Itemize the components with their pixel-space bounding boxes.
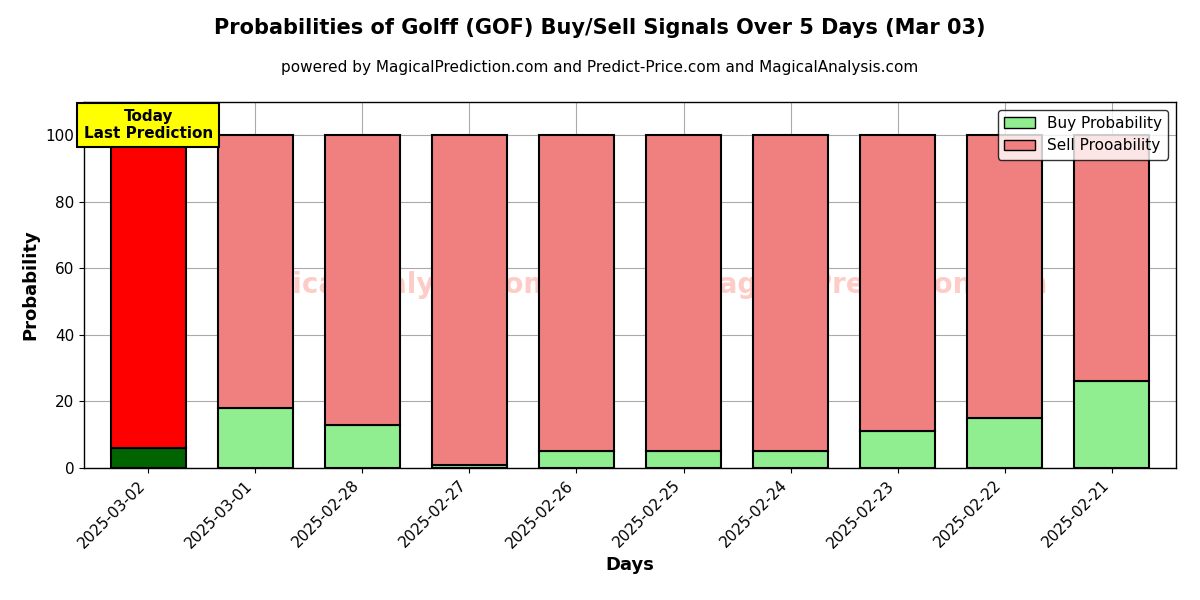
Bar: [967, 135, 1042, 418]
Text: MagicalPrediction.com: MagicalPrediction.com: [692, 271, 1049, 299]
Y-axis label: Probability: Probability: [22, 230, 40, 340]
Bar: [1074, 382, 1150, 468]
Bar: [860, 135, 935, 431]
Text: powered by MagicalPrediction.com and Predict-Price.com and MagicalAnalysis.com: powered by MagicalPrediction.com and Pre…: [281, 60, 919, 75]
Bar: [967, 418, 1042, 468]
Bar: [218, 135, 293, 408]
Legend: Buy Probability, Sell Prooability: Buy Probability, Sell Prooability: [998, 110, 1169, 160]
Text: Today
Last Prediction: Today Last Prediction: [84, 109, 212, 141]
Bar: [325, 135, 400, 425]
Bar: [754, 451, 828, 468]
Bar: [754, 135, 828, 451]
Bar: [539, 451, 614, 468]
Bar: [218, 408, 293, 468]
Bar: [325, 425, 400, 468]
Bar: [432, 135, 506, 464]
X-axis label: Days: Days: [606, 556, 654, 574]
Bar: [539, 135, 614, 451]
Bar: [432, 464, 506, 468]
Bar: [1074, 135, 1150, 382]
Bar: [110, 135, 186, 448]
Bar: [860, 431, 935, 468]
Text: Probabilities of Golff (GOF) Buy/Sell Signals Over 5 Days (Mar 03): Probabilities of Golff (GOF) Buy/Sell Si…: [215, 18, 985, 38]
Bar: [110, 448, 186, 468]
Bar: [646, 135, 721, 451]
Text: MagicalAnalysis.com: MagicalAnalysis.com: [227, 271, 553, 299]
Bar: [646, 451, 721, 468]
